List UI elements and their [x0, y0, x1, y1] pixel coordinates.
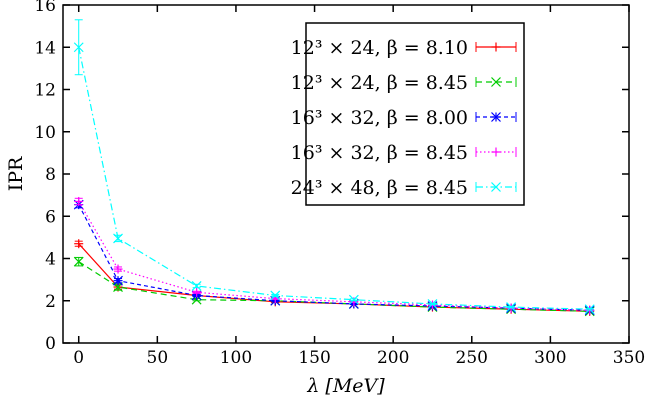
- marker-stroke: [427, 298, 438, 309]
- y-axis-label: IPR: [5, 156, 27, 191]
- x-tick-label: 50: [147, 348, 169, 368]
- series-line: [78, 204, 590, 311]
- x-tick-label: 250: [456, 348, 488, 368]
- series-1: [74, 239, 595, 316]
- marker-stroke: [584, 304, 595, 315]
- y-tick-label: 0: [45, 334, 56, 354]
- y-tick-label: 12: [34, 81, 56, 101]
- y-tick-label: 6: [45, 207, 56, 227]
- marker-stroke: [73, 42, 84, 53]
- y-tick-label: 4: [45, 250, 56, 270]
- x-tick-label: 200: [377, 348, 409, 368]
- marker-stroke: [113, 233, 123, 244]
- series-line: [78, 243, 590, 312]
- y-tick-label: 14: [34, 38, 56, 58]
- marker-stroke: [73, 256, 84, 267]
- y-tick-label: 10: [34, 123, 56, 143]
- x-axis-label: λ [MeV]: [306, 375, 385, 397]
- legend-label: 24³ × 48, β = 8.45: [291, 177, 468, 199]
- plot-marks: [73, 19, 595, 317]
- legend-label: 16³ × 32, β = 8.00: [291, 107, 468, 129]
- marker-stroke: [348, 294, 359, 305]
- legend-label: 12³ × 24, β = 8.45: [291, 72, 468, 94]
- series-4: [74, 196, 595, 315]
- x-tick-label: 0: [73, 348, 84, 368]
- y-tick-label: 2: [45, 292, 56, 312]
- y-tick-label: 16: [34, 0, 56, 16]
- marker-stroke: [113, 275, 123, 286]
- series-5: [73, 19, 595, 315]
- legend-label: 12³ × 24, β = 8.10: [291, 37, 468, 59]
- marker-stroke: [270, 290, 281, 301]
- series-2: [73, 256, 595, 317]
- marker-stroke: [491, 77, 501, 87]
- x-tick-label: 350: [613, 348, 645, 368]
- x-tick-label: 100: [220, 348, 252, 368]
- marker-stroke: [506, 302, 517, 313]
- marker-stroke: [491, 182, 501, 192]
- series-3: [73, 199, 595, 316]
- legend: 12³ × 24, β = 8.10 12³ × 24, β = 8.45 16³ …: [291, 22, 525, 206]
- axis-ticks: 0 50 100 150 200 250 300 350 0 2 4 6 8 10 12 14 16: [34, 0, 645, 368]
- series-line: [78, 201, 590, 311]
- legend-label: 16³ × 32, β = 8.45: [291, 142, 468, 164]
- marker-stroke: [491, 112, 501, 122]
- x-tick-label: 150: [298, 348, 330, 368]
- y-tick-label: 8: [45, 165, 56, 185]
- x-tick-label: 300: [534, 348, 566, 368]
- marker-stroke: [191, 281, 202, 291]
- legend-box: [305, 22, 525, 206]
